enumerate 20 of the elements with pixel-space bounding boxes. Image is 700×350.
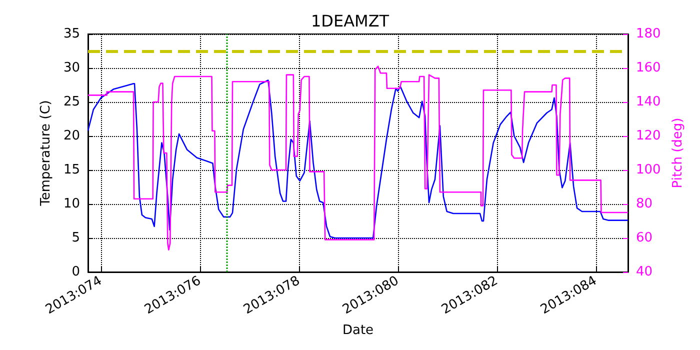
y-tick-label: 35 [63,26,80,42]
y2-tick-label: 100 [636,162,661,178]
y2-tick-label: 60 [636,230,653,246]
x-axis-title: Date [342,323,374,338]
y2-tick-label: 180 [636,26,661,42]
y-tick-label: 5 [72,230,80,246]
y2-tick-label: 140 [636,94,661,110]
y2-tick-label: 120 [636,128,661,144]
y2-tick-label: 160 [636,60,661,76]
y-tick-label: 30 [63,60,80,76]
y2-tick-label: 40 [636,264,653,280]
y-tick-label: 10 [63,196,80,212]
chart-title: 1DEAMZT [310,12,390,30]
y-tick-label: 15 [63,162,80,178]
y2-axis-title: Pitch (deg) [670,118,686,188]
y-tick-label: 25 [63,94,80,110]
y-axis-title: Temperature (C) [38,100,54,207]
y-tick-label: 20 [63,128,80,144]
y2-tick-label: 80 [636,196,653,212]
y-tick-label: 0 [72,264,80,280]
